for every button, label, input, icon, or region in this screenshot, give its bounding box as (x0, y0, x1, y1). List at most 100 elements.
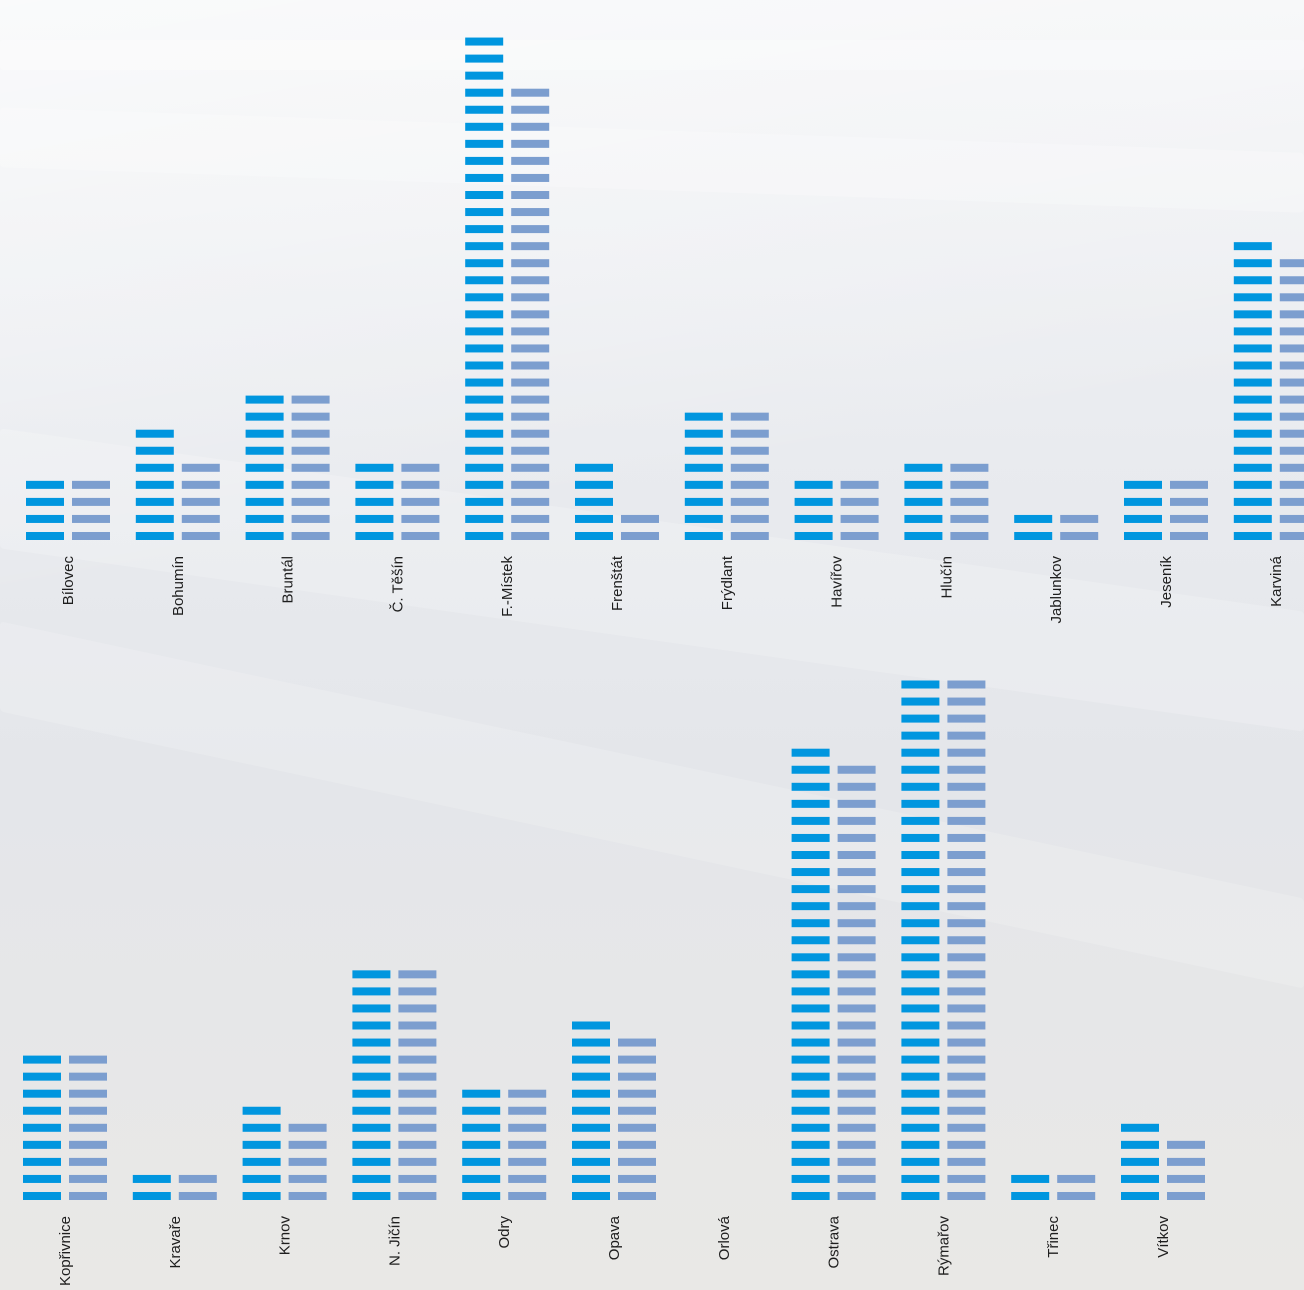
bar-segment (398, 1021, 437, 1030)
bar-segment (730, 429, 769, 438)
bar-segment (794, 480, 833, 489)
bar-segment (135, 514, 174, 523)
bar-segment (1233, 532, 1272, 540)
bar-Rýmařov-series-2 (947, 680, 986, 1200)
bar-segment (511, 225, 550, 234)
bar-segment (947, 1192, 986, 1200)
bar-Jablunkov-series-1 (1014, 514, 1053, 540)
bar-segment (1279, 276, 1304, 285)
bar-segment (575, 532, 613, 540)
bar-segment (1233, 497, 1272, 506)
bar-segment (1060, 532, 1099, 540)
bar-segment (837, 1038, 876, 1047)
bar-segment (794, 497, 833, 506)
bar-segment (901, 851, 940, 859)
bar-Odry-series-1 (462, 1089, 501, 1200)
tick-label-Bruntál: Bruntál (280, 556, 297, 604)
bar-segment (572, 1140, 610, 1149)
bar-segment (23, 1140, 61, 1149)
bar-segment (1233, 293, 1272, 302)
bar-segment (511, 242, 550, 251)
bar-segment (1170, 480, 1208, 489)
bar-segment (947, 697, 986, 706)
bar-segment (465, 37, 504, 46)
bar-segment (181, 532, 220, 540)
bar-segment (1279, 412, 1304, 421)
bar-segment (398, 1174, 437, 1183)
bar-segment (901, 697, 940, 706)
bar-segment (684, 480, 723, 489)
bar-segment (947, 1004, 986, 1013)
bar-segment (288, 1174, 327, 1183)
bar-N. Jičín-series-2 (398, 970, 437, 1200)
bar-segment (511, 310, 550, 319)
bar-segment (1279, 497, 1304, 506)
bar-segment (791, 1055, 830, 1064)
bar-Třinec-series-2 (1057, 1174, 1096, 1200)
bar-segment (465, 208, 504, 217)
bar-segment (508, 1106, 547, 1115)
bar-segment (621, 514, 659, 523)
bar-segment (730, 497, 769, 506)
bar-segment (791, 953, 830, 962)
bar-segment (465, 122, 504, 131)
bar-segment (1014, 532, 1053, 540)
tick-label-Karviná: Karviná (1268, 555, 1285, 607)
bar-segment (901, 1004, 940, 1013)
bar-segment (947, 1072, 986, 1081)
bar-segment (242, 1140, 281, 1149)
bar-Vítkov-series-1 (1121, 1123, 1159, 1200)
bar-segment (465, 71, 504, 80)
tick-label-Krnov: Krnov (277, 1216, 294, 1256)
bar-segment (684, 497, 723, 506)
bar-segment (511, 122, 550, 131)
bar-segment (401, 532, 440, 540)
bar-segment (511, 208, 550, 217)
bar-segment (840, 480, 879, 489)
bar-segment (462, 1106, 501, 1115)
bar-segment (465, 463, 504, 472)
bar-segment (1279, 293, 1304, 302)
bar-segment (837, 1140, 876, 1149)
bar-segment (1167, 1140, 1205, 1149)
bar-segment (684, 532, 723, 540)
bar-segment (465, 395, 504, 404)
bar-segment (572, 1021, 610, 1030)
bar-segment (465, 259, 504, 268)
bar-segment (1124, 514, 1162, 523)
bar-segment (511, 156, 550, 165)
bar-segment (352, 970, 391, 979)
bar-segment (355, 463, 394, 472)
bar-segment (901, 902, 940, 911)
bar-segment (511, 412, 550, 421)
bar-segment (398, 1192, 437, 1200)
bar-segment (1121, 1174, 1159, 1183)
bar-segment (1057, 1192, 1096, 1200)
bar-segment (511, 105, 550, 114)
tick-label-N. Jičín: N. Jičín (386, 1216, 403, 1266)
bar-segment (1170, 497, 1208, 506)
bar-segment (398, 1123, 437, 1132)
bar-segment (791, 868, 830, 877)
bar-segment (1233, 480, 1272, 489)
bar-segment (23, 1157, 61, 1166)
bar-segment (508, 1123, 547, 1132)
bar-segment (791, 1038, 830, 1047)
bar-segment (950, 480, 989, 489)
bar-segment (1279, 429, 1304, 438)
bar-segment (1121, 1157, 1159, 1166)
tick-label-Jablunkov: Jablunkov (1048, 556, 1065, 624)
bar-segment (352, 1192, 391, 1200)
bar-segment (837, 919, 876, 928)
bar-segment (791, 885, 830, 894)
bar-Karviná-series-1 (1233, 242, 1272, 540)
bar-segment (23, 1123, 61, 1132)
tick-label-Jeseník: Jeseník (1158, 556, 1175, 608)
bar-segment (511, 276, 550, 285)
bar-segment (618, 1174, 656, 1183)
bar-segment (352, 1140, 391, 1149)
bar-segment (791, 1123, 830, 1132)
bar-Havířov-series-2 (840, 480, 879, 540)
bar-segment (947, 799, 986, 808)
bar-segment (465, 276, 504, 285)
